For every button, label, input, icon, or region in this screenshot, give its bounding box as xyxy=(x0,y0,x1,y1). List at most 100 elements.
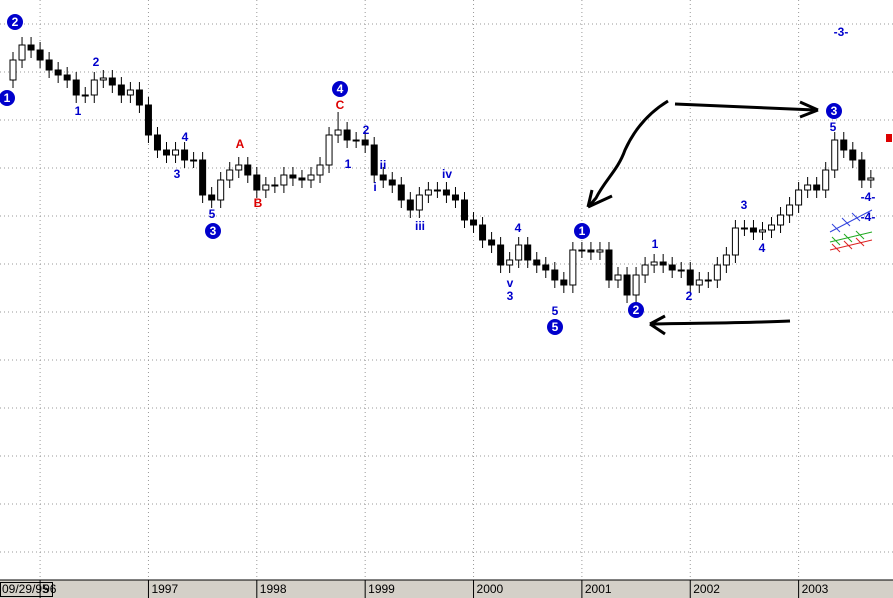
wave-label: 1 xyxy=(579,224,586,238)
wave-circle xyxy=(628,302,644,318)
candle-body xyxy=(99,77,107,81)
candle-body xyxy=(424,189,432,196)
candle-body xyxy=(181,149,189,161)
candle-body xyxy=(740,227,748,230)
candle-body xyxy=(488,239,496,246)
candle-body xyxy=(858,159,866,181)
candle-body xyxy=(379,174,387,181)
candle-body xyxy=(641,264,649,276)
candle-body xyxy=(686,269,694,286)
candle-body xyxy=(451,194,459,201)
wave-label: 5 xyxy=(552,304,559,318)
candle-body xyxy=(135,89,143,106)
candle-body xyxy=(72,79,80,96)
candle-body xyxy=(524,244,532,261)
candle-body xyxy=(226,169,234,181)
wave-label: 4 xyxy=(337,82,344,96)
candle-body xyxy=(560,279,568,286)
candle-body xyxy=(777,214,785,226)
candle-body xyxy=(271,184,279,187)
x-start-box xyxy=(0,582,53,597)
wave-label: B xyxy=(254,196,263,210)
candle-body xyxy=(515,244,523,261)
candle-body xyxy=(36,49,44,61)
wave-label: 5 xyxy=(552,320,559,334)
x-tick-label: 09/29/95 xyxy=(2,582,49,596)
candle-body xyxy=(144,104,152,136)
wave-label: i xyxy=(373,180,376,194)
x-tick-label: 2002 xyxy=(693,582,720,596)
candle-body xyxy=(695,279,703,286)
candle-body xyxy=(650,261,658,266)
wave-label: 4 xyxy=(759,241,766,255)
candle-body xyxy=(813,184,821,191)
candle-body xyxy=(758,229,766,233)
candle-body xyxy=(370,144,378,176)
candle-body xyxy=(406,199,414,211)
x-tick-label: 1998 xyxy=(260,582,287,596)
candle-body xyxy=(81,94,89,97)
trend-marks xyxy=(829,209,873,233)
candle-body xyxy=(722,254,730,266)
wave-label: 1 xyxy=(75,104,82,118)
x-tick-label: 1997 xyxy=(151,582,178,596)
grid xyxy=(0,0,893,580)
trend-marks xyxy=(829,237,873,253)
candle-body xyxy=(361,139,369,146)
x-tick-label: 2000 xyxy=(477,582,504,596)
wave-label: 1 xyxy=(345,157,352,171)
wave-label: 1 xyxy=(652,237,659,251)
arrow xyxy=(588,99,669,206)
wave-label: A xyxy=(236,137,245,151)
candle-body xyxy=(677,269,685,272)
candle-body xyxy=(659,261,667,266)
candle-body xyxy=(551,269,559,281)
candle-body xyxy=(316,164,324,176)
wave-label: iv xyxy=(442,167,452,181)
x-tick-label: 1999 xyxy=(368,582,395,596)
wave-label: iii xyxy=(415,219,425,233)
candle-body xyxy=(117,84,125,96)
candle-body xyxy=(479,224,487,241)
candle-body xyxy=(596,249,604,253)
wave-circle xyxy=(0,90,15,106)
candle-body xyxy=(217,179,225,201)
wave-label: 5 xyxy=(209,207,216,221)
arrow xyxy=(651,319,791,326)
candle-body xyxy=(749,227,757,233)
candle-body xyxy=(668,264,676,271)
candle-body xyxy=(731,227,739,256)
candle-body xyxy=(415,194,423,211)
candle-body xyxy=(199,159,207,196)
candle-body xyxy=(578,249,586,252)
candle-body xyxy=(253,174,261,191)
candle-body xyxy=(804,184,812,191)
wave-label: 3 xyxy=(174,167,181,181)
candle-body xyxy=(587,249,595,253)
candle-body xyxy=(840,139,848,151)
wave-label: -4- xyxy=(861,210,876,224)
arrow-head xyxy=(649,314,666,336)
arrow xyxy=(674,102,816,112)
candle-body xyxy=(307,174,315,181)
wave-label: 2 xyxy=(93,55,100,69)
candle-body xyxy=(442,189,450,196)
wave-label: 3 xyxy=(507,289,514,303)
candle-body xyxy=(27,44,35,51)
wave-label: 4 xyxy=(515,221,522,235)
candle-body xyxy=(262,184,270,191)
candle-body xyxy=(343,129,351,141)
x-tick-label: 2001 xyxy=(585,582,612,596)
wave-label: v xyxy=(507,276,514,290)
wave-circle xyxy=(826,103,842,119)
candle-body xyxy=(244,164,252,176)
arrow-head xyxy=(799,100,819,119)
candle-body xyxy=(506,259,514,266)
candle-body xyxy=(542,264,550,271)
arrow-head xyxy=(586,189,613,209)
candle-body xyxy=(461,199,468,221)
x-tick-label: 96 xyxy=(43,582,57,596)
wave-circle xyxy=(547,319,563,335)
